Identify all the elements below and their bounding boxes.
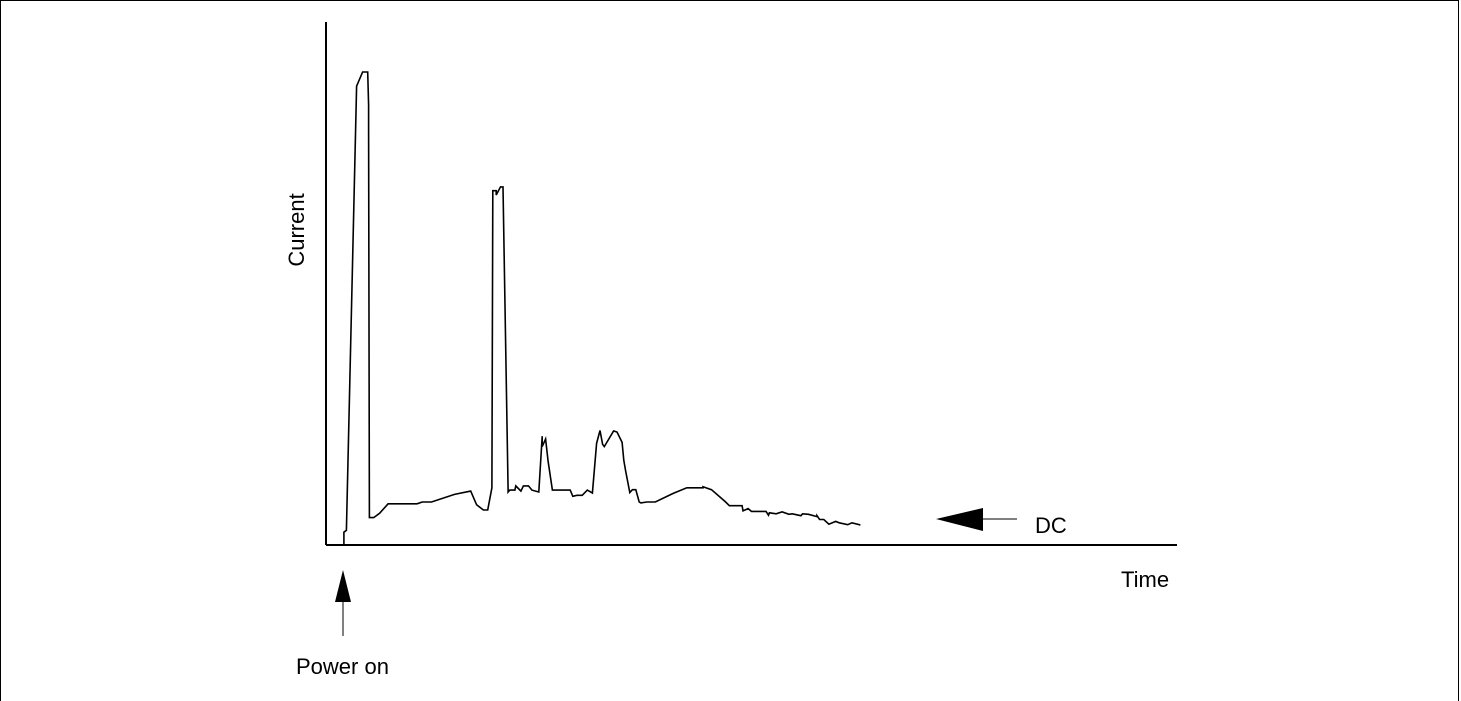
dc-arrow-head	[936, 508, 983, 531]
series-line	[343, 71, 861, 545]
power-on-arrow-head	[335, 570, 351, 602]
y-axis-label: Current	[284, 193, 309, 266]
x-axis-label: Time	[1121, 567, 1169, 592]
dc-label: DC	[1035, 513, 1067, 538]
power-on-label: Power on	[296, 654, 389, 679]
